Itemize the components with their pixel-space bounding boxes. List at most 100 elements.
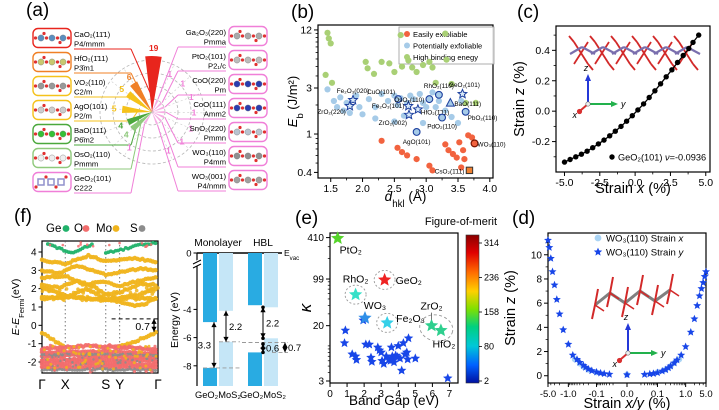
y-axis-label: Energy (eV) (169, 292, 181, 348)
data-point (559, 325, 568, 334)
data-point (391, 350, 401, 360)
series-strain-y (544, 236, 710, 379)
data-point (443, 373, 453, 383)
point-label: HfO₂(1̄11) (421, 109, 449, 116)
space-group: P6̄m2 (74, 136, 94, 145)
data-point (435, 97, 442, 105)
y-tick-label: 0 (536, 371, 542, 382)
data-point (367, 356, 377, 366)
data-point (403, 333, 414, 343)
plot-frame (555, 25, 711, 173)
data-point (697, 284, 706, 292)
legend-label: Mo (96, 223, 112, 235)
colorbar-tick-label: 2 (484, 376, 489, 386)
x-tick-label: 5.0 (699, 389, 712, 400)
data-point (370, 70, 378, 77)
data-point (618, 123, 624, 130)
legend-label: O (74, 223, 83, 235)
data-point (601, 137, 607, 143)
y-tick-label: -6 (183, 333, 191, 344)
data-point (364, 339, 374, 349)
data-point (590, 145, 596, 151)
data-point (379, 358, 389, 368)
point-label: BaO(111) (454, 101, 481, 108)
colorbar-tick-label: 158 (484, 307, 499, 317)
data-point (575, 358, 584, 366)
wedge-count: 1 (188, 123, 193, 133)
data-point (472, 99, 479, 106)
x-tick-label: 4.0 (483, 183, 498, 195)
legend-label: Easily exfoliable (413, 30, 467, 39)
data-point (419, 99, 427, 106)
space-group: C222 (74, 184, 92, 193)
data-point (393, 340, 403, 350)
colorbar-tick-label: 236 (484, 273, 499, 283)
data-point (362, 58, 369, 65)
y-tick-label: 12 (300, 24, 312, 36)
colorbar-tick-label: 314 (484, 238, 499, 248)
band-columns (203, 253, 278, 386)
data-point (623, 370, 631, 379)
x-tick-label: 3.5 (451, 183, 466, 195)
structure-thumbnail (32, 171, 72, 193)
y-tick-label: 99 (313, 275, 325, 286)
data-point (334, 104, 341, 111)
x-tick-label: 6 (430, 389, 436, 400)
text-label: y (660, 348, 666, 358)
x-tick-label: 7 (447, 389, 453, 400)
data-point (394, 144, 401, 151)
data-point (378, 137, 385, 144)
y-tick-label: 2 (31, 284, 37, 295)
data-point (346, 109, 353, 117)
data-point (652, 88, 658, 94)
point-label: Fe₂O₃ (396, 313, 425, 325)
y-axis-label: κ (296, 302, 315, 312)
data-point (546, 254, 555, 262)
data-point (640, 101, 647, 107)
data-point (351, 354, 362, 364)
space-group: C2/m (74, 88, 92, 97)
text-label: x (572, 110, 578, 120)
y-tick-label: 0 (186, 249, 191, 260)
data-point (429, 64, 436, 71)
space-group: Pm (214, 86, 226, 95)
data-point (398, 338, 409, 348)
crystal-structure-inset (568, 35, 701, 71)
y-tick-label: 410 (307, 233, 324, 244)
data-point (413, 156, 420, 163)
data-point (442, 141, 449, 148)
data-point (396, 365, 407, 375)
k-point-label: S (101, 377, 110, 392)
y-tick-label: 0.0 (535, 106, 550, 118)
data-point (372, 115, 379, 122)
data-point (690, 314, 699, 323)
data-point (561, 159, 568, 165)
data-point (384, 97, 392, 105)
x-tick-label: -2.5 (591, 177, 609, 189)
x-axis-label: Strain x (%) (595, 181, 671, 197)
data-point (365, 96, 372, 103)
x-tick-label: 4 (395, 389, 401, 400)
point-label: PtO₂ (340, 244, 362, 256)
space-group: P2/m (74, 112, 92, 121)
data-point (461, 156, 468, 163)
material-formula: CoO(111) (193, 100, 226, 109)
data-point (364, 65, 371, 72)
gap-annotation: 0.6 (266, 344, 279, 355)
data-point (607, 133, 613, 139)
data-point (578, 151, 585, 157)
material-formula: Ga₂O₃(220) (186, 28, 227, 37)
material-formula: SnO₂(220) (190, 124, 227, 133)
data-point (389, 357, 399, 367)
data-point (448, 80, 455, 88)
data-point (413, 68, 420, 76)
data-point (409, 64, 416, 71)
wedge-count: 5 (112, 104, 117, 114)
y-axis-label: Eb (J/m²) (285, 76, 305, 127)
wedge-count: 1 (166, 146, 171, 156)
data-point (325, 35, 332, 42)
text-label: x (612, 359, 618, 369)
data-point (568, 351, 577, 359)
data-point (410, 353, 421, 363)
